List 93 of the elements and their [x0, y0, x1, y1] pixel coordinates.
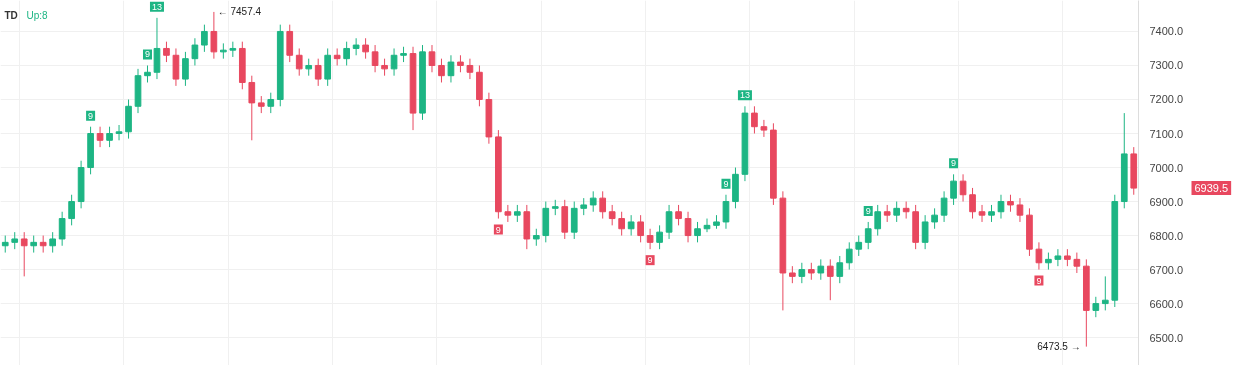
annotation: 9 — [144, 49, 150, 60]
annotation: 9 — [647, 255, 653, 266]
candlestick — [390, 47, 398, 77]
annotation: 9 — [1036, 275, 1042, 286]
y-tick-label: 6800.0 — [1149, 229, 1184, 242]
candlestick — [570, 201, 578, 240]
candlestick — [656, 224, 663, 250]
candlestick — [428, 44, 436, 73]
annotation: 6473.5 → — [1037, 341, 1081, 353]
annotation: Up:8 — [26, 10, 49, 21]
candlestick — [1054, 248, 1062, 267]
candlestick — [969, 187, 976, 220]
candlestick — [921, 214, 929, 250]
candlestick — [163, 41, 170, 63]
candlestick — [855, 235, 863, 257]
annotation: 9 — [88, 110, 94, 121]
candlestick — [466, 58, 474, 80]
candlestick — [722, 194, 730, 230]
candlestick — [58, 211, 66, 247]
candlestick — [352, 37, 360, 56]
annotation: 13 — [739, 90, 750, 101]
y-tick-label: 6600.0 — [1149, 297, 1184, 310]
candlestick — [314, 58, 322, 87]
annotation: 13 — [151, 1, 162, 12]
candlestick — [49, 231, 56, 254]
candlestick — [371, 44, 379, 73]
y-tick-label: 7100.0 — [1149, 127, 1184, 140]
candlestick — [845, 241, 853, 271]
candlestick — [675, 204, 682, 226]
y-tick-label: 7200.0 — [1149, 93, 1184, 106]
candlestick — [1101, 275, 1109, 311]
candlestick — [836, 255, 844, 284]
candlestick — [438, 58, 445, 83]
candlestick — [959, 173, 967, 203]
candlestick — [20, 231, 28, 277]
candlestick — [1035, 241, 1043, 271]
y-tick-label: 6700.0 — [1149, 263, 1184, 276]
candlestick — [1016, 197, 1024, 223]
candlestick — [694, 221, 701, 243]
candlestick — [751, 105, 758, 135]
candlestick — [68, 194, 75, 226]
candlestick — [210, 11, 218, 60]
candlestick — [940, 190, 948, 223]
y-tick-label: 7000.0 — [1149, 161, 1184, 174]
annotation: ← 7457.4 — [217, 6, 262, 18]
candlestick — [608, 204, 616, 226]
candlestick — [618, 211, 625, 237]
text: 6939.5 — [1194, 182, 1229, 195]
candlestick — [362, 37, 369, 60]
candlestick — [182, 51, 189, 87]
annotation: 9 — [951, 158, 957, 169]
candlestick — [684, 211, 692, 243]
y-tick-label: 6500.0 — [1149, 331, 1184, 344]
candlestick — [997, 194, 1005, 220]
candlestick — [106, 126, 113, 148]
candlestick — [637, 214, 644, 243]
candlestick — [817, 258, 825, 281]
candlestick — [599, 190, 607, 220]
candlestick — [646, 228, 654, 250]
candlestick — [115, 124, 123, 141]
annotation: TD — [4, 10, 18, 21]
candlestick — [267, 92, 275, 114]
candlestick — [798, 262, 806, 284]
candlestick — [864, 221, 872, 250]
candlestick — [295, 47, 303, 77]
candlestick — [950, 173, 957, 206]
y-tick-label: 7300.0 — [1149, 59, 1184, 72]
annotation: 9 — [723, 178, 729, 189]
candlestick — [201, 24, 208, 53]
y-tick-label: 7400.0 — [1149, 25, 1184, 38]
y-tick-label: 6900.0 — [1149, 195, 1184, 208]
candlestick — [286, 24, 294, 63]
candlestick — [1073, 252, 1081, 274]
candlestick — [931, 207, 938, 230]
candlestick — [504, 204, 512, 223]
candlestick — [248, 75, 256, 141]
candlestick — [665, 204, 673, 240]
annotation: 9 — [495, 224, 501, 235]
candlestick — [703, 218, 711, 233]
candlestick — [324, 47, 332, 87]
candlestick — [978, 204, 986, 223]
candlestick — [447, 54, 455, 83]
annotation: 9 — [865, 205, 871, 216]
candlestick — [627, 214, 635, 237]
candlestick — [191, 37, 199, 66]
candlestick — [589, 190, 597, 213]
candlestick — [826, 258, 834, 301]
candlestick — [343, 41, 350, 66]
candlestick — [1092, 296, 1100, 318]
candlestick — [172, 47, 180, 87]
candlestick — [96, 126, 104, 148]
candlestick — [893, 201, 901, 223]
candlestick — [760, 119, 768, 138]
